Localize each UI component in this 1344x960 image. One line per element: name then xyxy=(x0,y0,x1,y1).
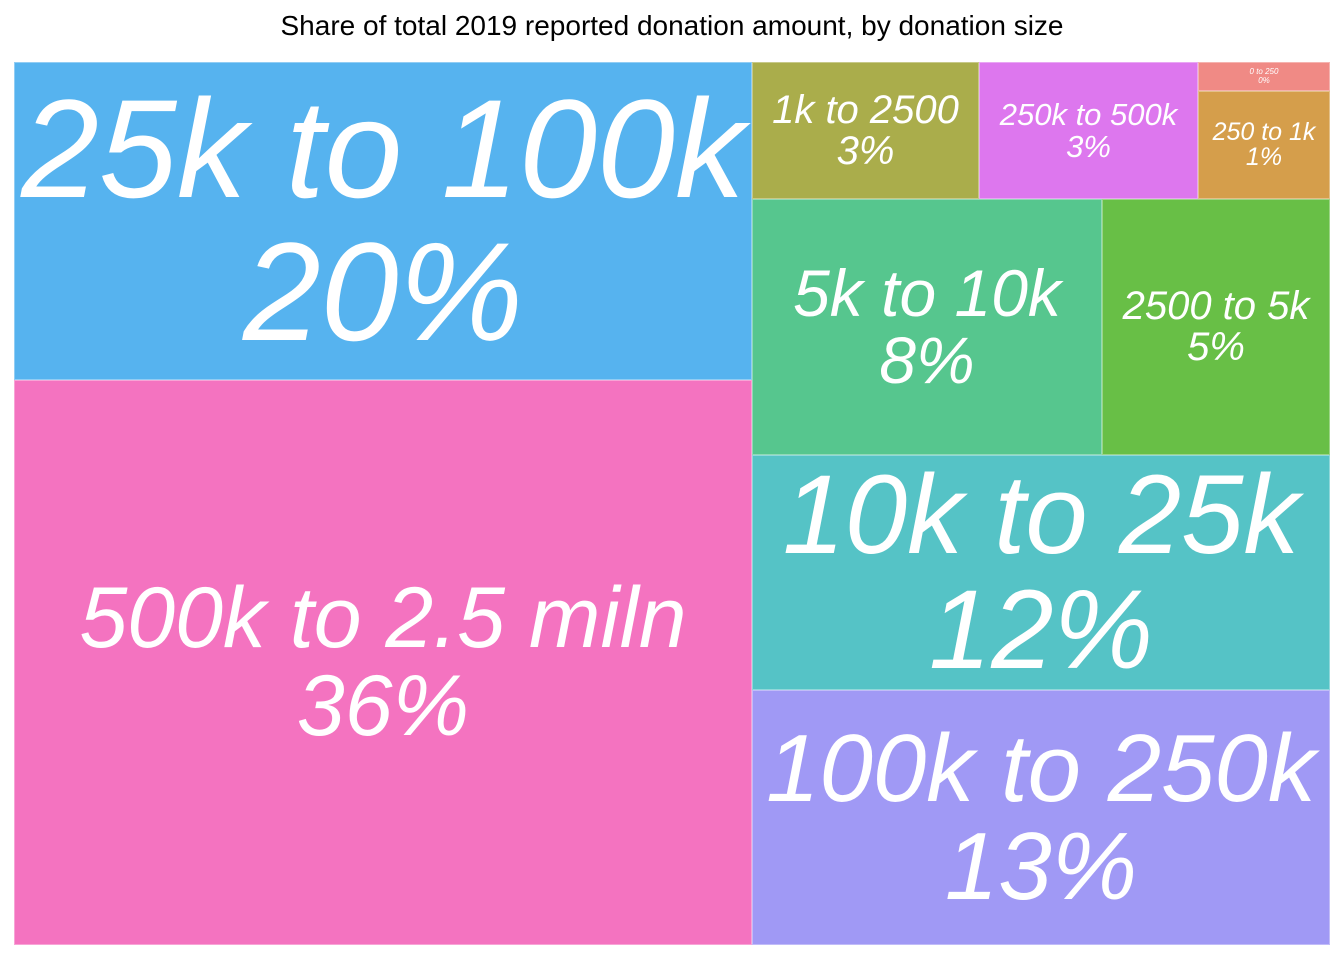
tile-percent: 36% xyxy=(296,657,470,754)
treemap-tile: 250k to 500k 3% xyxy=(979,62,1198,199)
treemap-tile: 100k to 250k 13% xyxy=(752,690,1330,945)
tile-label: 250k to 500k xyxy=(999,96,1178,132)
treemap-tile: 10k to 25k 12% xyxy=(752,455,1330,690)
tile-percent: 0% xyxy=(1258,75,1270,85)
tile-percent: 3% xyxy=(836,128,895,173)
tile-label: 500k to 2.5 miln xyxy=(79,569,687,666)
tile-label: 100k to 250k xyxy=(766,714,1316,822)
treemap-tile: 250 to 1k 1% xyxy=(1198,91,1330,199)
treemap-tile: 500k to 2.5 miln 36% xyxy=(14,380,752,945)
treemap-tile: 1k to 2500 3% xyxy=(752,62,979,199)
chart-title: Share of total 2019 reported donation am… xyxy=(280,10,1064,41)
treemap-tile: 2500 to 5k 5% xyxy=(1102,199,1330,455)
tile-percent: 13% xyxy=(944,812,1138,920)
tile-label: 5k to 10k xyxy=(793,255,1061,330)
tile-percent: 3% xyxy=(1066,128,1111,164)
tile-label: 250 to 1k xyxy=(1212,117,1316,146)
tile-percent: 8% xyxy=(879,323,975,397)
tile-percent: 5% xyxy=(1187,325,1245,369)
tile-label: 10k to 25k xyxy=(782,455,1300,578)
tile-percent: 20% xyxy=(242,213,524,370)
tile-label: 2500 to 5k xyxy=(1122,284,1310,329)
treemap-tile: 5k to 10k 8% xyxy=(752,199,1102,455)
tile-percent: 12% xyxy=(928,566,1154,690)
tile-label: 0 to 250 xyxy=(1249,67,1279,77)
tile-label: 1k to 2500 xyxy=(772,87,959,132)
treemap-tile: 25k to 100k 20% xyxy=(14,62,752,380)
treemap-tile: 0 to 250 0% xyxy=(1198,62,1330,91)
treemap: 500k to 2.5 miln 36% 25k to 100k 20% 100k to… xyxy=(14,62,1330,945)
tile-percent: 1% xyxy=(1245,143,1283,171)
tile-label: 25k to 100k xyxy=(21,70,745,228)
